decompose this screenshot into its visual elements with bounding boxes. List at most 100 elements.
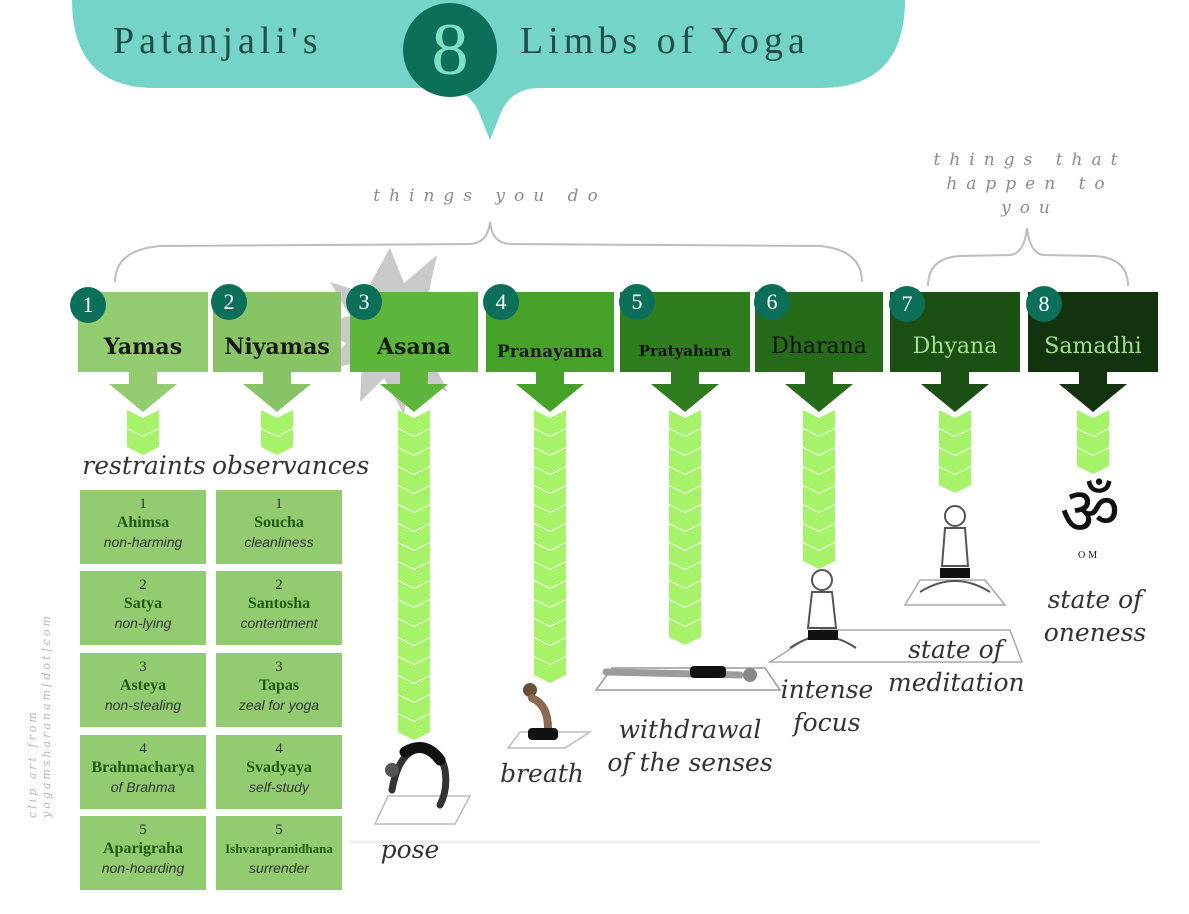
limb-5-name: Pratyahara	[638, 342, 732, 360]
caption-intense-focus: intense focus	[772, 674, 882, 739]
caption-oneness-line-1: state of	[1047, 585, 1143, 614]
limb-5-chevron	[669, 429, 701, 455]
limb-7-name: Dhyana	[912, 334, 998, 359]
niyama-box-4: 4 Svadyaya self-study	[216, 735, 342, 809]
niyama-name: Soucha	[254, 514, 304, 531]
limb-5-chevron	[669, 619, 701, 645]
group-happen-line-3: you	[1001, 198, 1059, 218]
credit-text: clip art from yogamsharanam[dot]com	[26, 613, 54, 818]
yama-desc: non-harming	[103, 534, 183, 550]
limb-3-chevron	[398, 524, 430, 550]
niyama-name: Ishvarapranidhana	[225, 841, 333, 856]
niyama-number: 5	[275, 822, 283, 838]
group-happen-line-2: happen to	[946, 174, 1114, 194]
limb-5-chevron	[669, 524, 701, 550]
limb-5-chevron	[669, 581, 701, 607]
niyama-box-1: 1 Soucha cleanliness	[216, 490, 342, 564]
limb-2-arrow-head	[243, 384, 311, 412]
limb-5-chevron	[669, 600, 701, 626]
limb-3-arrow-head	[380, 384, 448, 412]
limb-4-number: 4	[483, 284, 519, 320]
title-left: Patanjali's	[113, 20, 323, 62]
group-happen-line-1: things that	[933, 150, 1127, 170]
limb-8-name: Samadhi	[1044, 334, 1142, 359]
limb-6-chevron	[803, 524, 835, 550]
yama-box-3: 3 Asteya non-stealing	[80, 653, 206, 727]
yama-number: 4	[139, 741, 147, 757]
group-things-you-do: things you do	[373, 186, 607, 206]
caption-meditation-line-1: state of	[908, 635, 1003, 664]
niyama-name: Svadyaya	[246, 759, 312, 776]
limb-6-name: Dharana	[771, 334, 867, 359]
limb-2-arrow-stem	[263, 372, 291, 384]
caption-restraints: restraints	[82, 451, 206, 480]
limb-8-arrow-head	[1059, 384, 1127, 412]
limb-3-chevron	[398, 486, 430, 512]
limb-3-chevron	[398, 695, 430, 721]
limb-5-chevron	[669, 543, 701, 569]
yama-desc: non-hoarding	[101, 860, 185, 876]
limb-2-name: Niyamas	[224, 334, 330, 360]
niyama-desc: self-study	[249, 779, 309, 795]
limb-4-chevron	[534, 619, 566, 645]
limb-3-name: Asana	[377, 334, 451, 360]
yama-desc: non-lying	[114, 615, 172, 631]
limb-7-arrow-head	[921, 384, 989, 412]
limb-6-chevron	[803, 410, 835, 436]
yama-number: 5	[139, 822, 147, 838]
niyama-desc: surrender	[249, 860, 309, 876]
limb-1-arrow-stem	[129, 372, 157, 384]
limb-2-chevron	[261, 429, 293, 455]
brace-things-that-happen	[927, 227, 1129, 287]
limb-1-chevron	[127, 429, 159, 455]
niyama-name: Santosha	[247, 595, 311, 612]
limb-4-chevron	[534, 505, 566, 531]
limb-3-chevron	[398, 714, 430, 740]
limb-8-chevron	[1077, 429, 1109, 455]
caption-withdrawal-line-1: withdrawal	[618, 715, 762, 744]
limb-3-chevron	[398, 410, 430, 436]
caption-oneness-line-2: oneness	[1043, 617, 1147, 647]
yama-box-4: 4 Brahmacharya of Brahma	[80, 735, 206, 809]
niyama-desc: contentment	[240, 615, 318, 631]
title-number-circle	[403, 3, 497, 97]
yama-name: Brahmacharya	[91, 759, 195, 776]
limb-6-chevron	[803, 543, 835, 569]
limb-6-chevron	[803, 486, 835, 512]
limb-1-number: 1	[70, 287, 106, 323]
limb-3-chevron	[398, 543, 430, 569]
om-text: OM	[1078, 550, 1101, 561]
limb-4-name: Pranayama	[496, 342, 604, 362]
niyama-desc: cleanliness	[244, 534, 314, 550]
niyama-number: 3	[275, 659, 283, 675]
brace-things-you-do	[114, 221, 863, 283]
limb-5-number: 5	[619, 284, 655, 320]
limb-4-chevron	[534, 429, 566, 455]
limb-8-arrow-stem	[1079, 372, 1107, 384]
limb-4-chevron	[534, 486, 566, 512]
limb-4-chevron	[534, 410, 566, 436]
limb-5-chevron	[669, 467, 701, 493]
limb-3-chevron	[398, 638, 430, 664]
limb-6-chevron	[803, 467, 835, 493]
limb-3-chevron	[398, 505, 430, 531]
limb-4-arrow-head	[516, 384, 584, 412]
yama-name: Aparigraha	[103, 840, 183, 857]
limb-5-chevron	[669, 562, 701, 588]
yama-number: 2	[139, 577, 147, 593]
yama-name: Satya	[123, 595, 163, 612]
group-things-that-happen: things that happen to you	[905, 148, 1155, 220]
niyama-box-2: 2 Santosha contentment	[216, 571, 342, 645]
limb-5-chevron	[669, 486, 701, 512]
limb-5-arrow-stem	[671, 372, 699, 384]
limb-3-chevron	[398, 657, 430, 683]
yama-box-1: 1 Ahimsa non-harming	[80, 490, 206, 564]
limb-7-number: 7	[889, 286, 925, 322]
yama-name: Ahimsa	[116, 514, 170, 531]
caption-breath: breath	[500, 759, 584, 788]
credit-line-2: yogamsharanam[dot]com	[40, 613, 53, 818]
limb-4-chevron	[534, 562, 566, 588]
limb-8-number: 8	[1026, 286, 1062, 322]
limb-2-chevron	[261, 410, 293, 436]
niyama-number: 4	[275, 741, 283, 757]
